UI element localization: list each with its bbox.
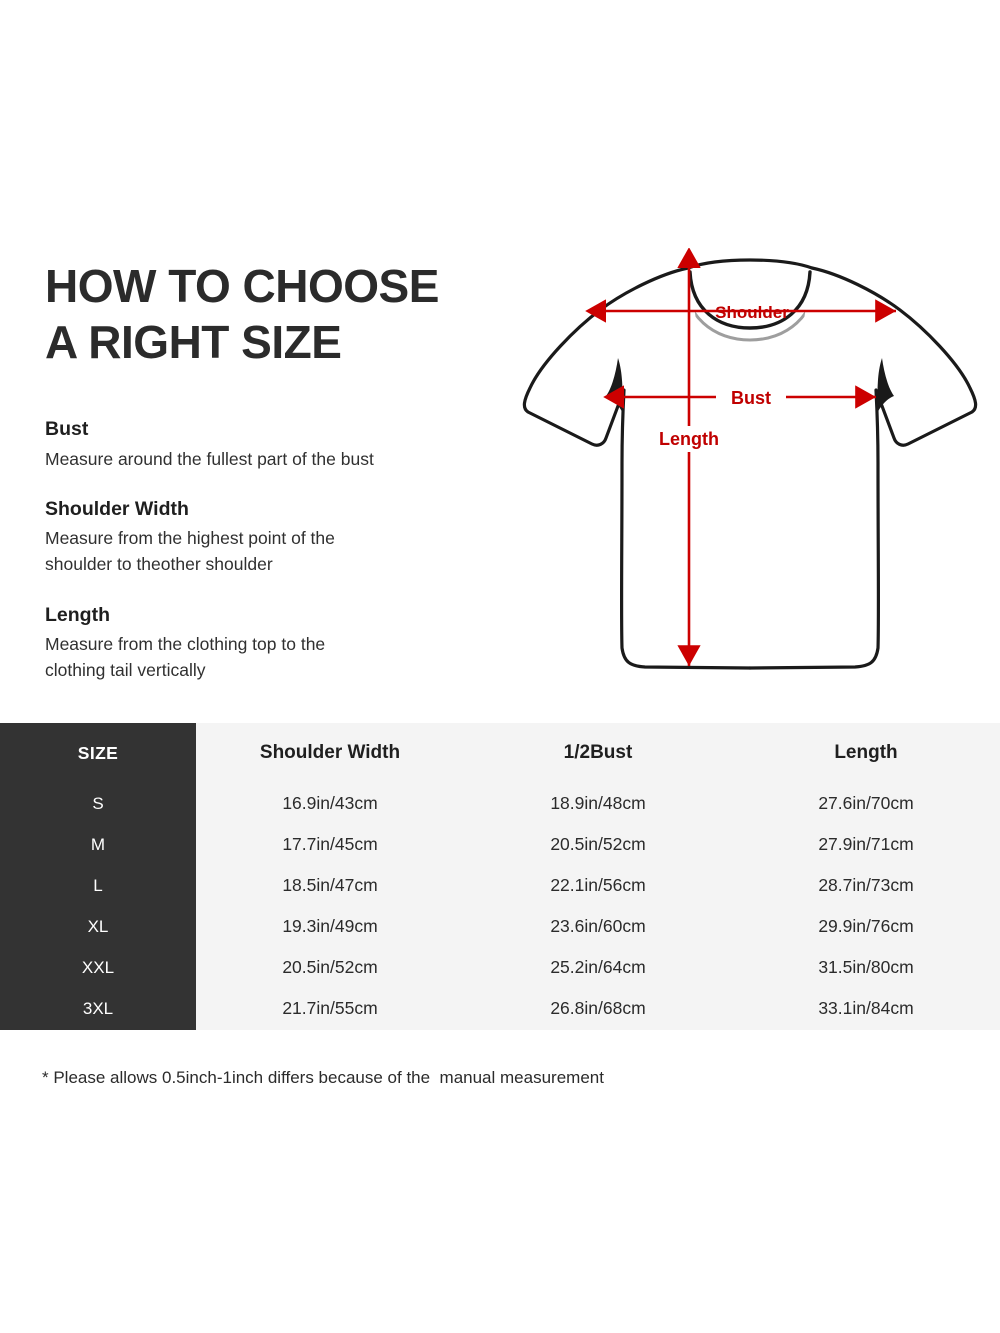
size-column-background: [0, 723, 196, 1030]
table-header-row: SIZE Shoulder Width 1/2Bust Length: [0, 723, 1000, 783]
column-header-length: Length: [834, 742, 898, 763]
table-row: XXL 20.5in/52cm 25.2in/64cm 31.5in/80cm: [0, 947, 1000, 988]
cell-shoulder: 20.5in/52cm: [282, 957, 378, 977]
cell-size: L: [93, 875, 103, 895]
cell-size: XL: [87, 916, 109, 936]
cell-bust: 25.2in/64cm: [550, 957, 646, 977]
bust-label-bg: [716, 385, 786, 409]
cell-bust: 18.9in/48cm: [550, 793, 646, 813]
cell-size: XXL: [81, 957, 115, 977]
cell-shoulder: 19.3in/49cm: [282, 916, 378, 936]
cell-size: 3XL: [82, 998, 114, 1018]
definition-term: Shoulder Width: [45, 497, 189, 520]
tshirt-diagram: Shoulder Bust Length: [500, 248, 1000, 688]
length-label-bg: [650, 426, 728, 452]
cell-length: 27.6in/70cm: [818, 793, 914, 813]
cell-shoulder: 16.9in/43cm: [282, 793, 378, 813]
cell-shoulder: 18.5in/47cm: [282, 875, 378, 895]
page-title: HOW TO CHOOSE A RIGHT SIZE: [45, 260, 439, 369]
table-row: 3XL 21.7in/55cm 26.8in/68cm 33.1in/84cm: [0, 988, 1000, 1029]
table-row: S 16.9in/43cm 18.9in/48cm 27.6in/70cm: [0, 783, 1000, 824]
cell-size: S: [92, 793, 104, 813]
size-table: SIZE Shoulder Width 1/2Bust Length S 16.…: [0, 723, 1000, 1029]
measurement-disclaimer: * Please allows 0.5inch-1inch differs be…: [42, 1068, 604, 1087]
table-row: M 17.7in/45cm 20.5in/52cm 27.9in/71cm: [0, 824, 1000, 865]
size-table-container: SIZE Shoulder Width 1/2Bust Length S 16.…: [0, 723, 1000, 1030]
definition-term: Bust: [45, 418, 89, 441]
cell-length: 28.7in/73cm: [818, 875, 914, 895]
definition-shoulder-width: Shoulder Width Measure from the highest …: [45, 496, 485, 578]
right-armpit-shading: [877, 358, 894, 414]
definition-list: Bust Measure around the fullest part of …: [45, 416, 485, 683]
cell-bust: 22.1in/56cm: [550, 875, 646, 895]
cell-bust: 20.5in/52cm: [550, 834, 646, 854]
shoulder-seam: [686, 258, 814, 270]
cell-bust: 26.8in/68cm: [550, 998, 646, 1018]
cell-length: 31.5in/80cm: [818, 957, 914, 977]
column-header-size: SIZE: [77, 742, 119, 763]
table-row: XL 19.3in/49cm 23.6in/60cm 29.9in/76cm: [0, 906, 1000, 947]
info-column: HOW TO CHOOSE A RIGHT SIZE Bust Measure …: [45, 258, 485, 707]
cell-bust: 23.6in/60cm: [550, 916, 646, 936]
tshirt-illustration: Shoulder Bust Length: [522, 248, 978, 670]
definition-bust: Bust Measure around the fullest part of …: [45, 416, 485, 472]
definition-description: Measure around the fullest part of the b…: [45, 448, 374, 469]
table-row: L 18.5in/47cm 22.1in/56cm 28.7in/73cm: [0, 865, 1000, 906]
cell-length: 27.9in/71cm: [818, 834, 914, 854]
cell-length: 29.9in/76cm: [818, 916, 914, 936]
column-header-half-bust: 1/2Bust: [563, 742, 633, 763]
definition-description: Measure from the highest point of the sh…: [45, 528, 335, 575]
column-header-shoulder-width: Shoulder Width: [259, 742, 401, 763]
bust-label: Bust: [731, 388, 771, 408]
cell-shoulder: 21.7in/55cm: [282, 998, 378, 1018]
cell-shoulder: 17.7in/45cm: [282, 834, 378, 854]
definition-length: Length Measure from the clothing top to …: [45, 602, 485, 684]
definition-term: Length: [45, 603, 110, 626]
cell-size: M: [90, 834, 106, 854]
length-label: Length: [659, 429, 719, 449]
shirt-left-outline: [522, 266, 752, 670]
shoulder-label: Shoulder: [715, 303, 789, 322]
cell-length: 33.1in/84cm: [818, 998, 914, 1018]
definition-description: Measure from the clothing top to the clo…: [45, 633, 326, 681]
shirt-right-outline: [748, 266, 978, 670]
